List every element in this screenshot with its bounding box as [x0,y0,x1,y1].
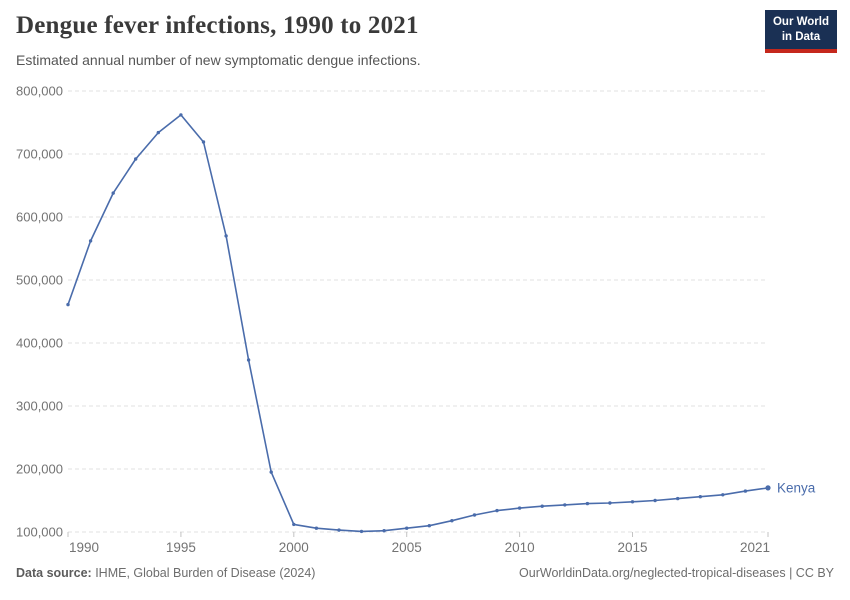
owid-logo-line2: in Data [781,30,821,43]
x-tick-label: 2000 [279,540,309,555]
data-point[interactable] [314,526,319,530]
data-source-text: IHME, Global Burden of Disease (2024) [91,566,316,580]
series-line-kenya[interactable] [67,114,769,533]
data-point[interactable] [517,506,522,510]
data-source: Data source: IHME, Global Burden of Dise… [16,566,315,580]
data-point[interactable] [472,513,477,517]
data-point[interactable] [134,157,138,161]
data-point[interactable] [765,485,771,491]
y-tick-label: 600,000 [16,210,63,225]
data-point[interactable] [427,524,431,528]
data-point[interactable] [450,519,454,523]
owid-logo-line1: Our World [772,16,829,28]
x-tick-label: 1990 [69,540,99,555]
y-tick-label: 800,000 [16,84,63,99]
data-source-label: Data source: [16,566,92,580]
data-point[interactable] [721,493,725,497]
data-point[interactable] [337,528,341,532]
x-tick-label: 1995 [166,540,196,555]
series-points[interactable] [66,113,771,534]
data-point[interactable] [585,501,590,506]
y-tick-label: 300,000 [16,399,63,414]
chart-subtitle: Estimated annual number of new symptomat… [16,52,421,68]
data-point[interactable] [246,358,251,362]
data-point[interactable] [653,498,657,503]
data-point[interactable] [111,191,115,195]
y-gridlines [68,90,768,533]
data-point[interactable] [201,140,206,144]
y-tick-label: 700,000 [16,147,63,162]
data-point[interactable] [495,508,499,513]
data-point[interactable] [359,529,364,534]
data-point[interactable] [66,302,70,307]
x-tick-label: 2021 [740,540,770,555]
y-axis-labels: 100,000 200,000 300,000 400,000 500,000 600,0… [16,84,63,540]
owid-logo[interactable]: Our World in Data [764,10,837,53]
data-point[interactable] [676,496,680,501]
y-tick-label: 500,000 [16,273,63,288]
data-point[interactable] [292,522,296,527]
data-point[interactable] [743,489,748,493]
x-tick-label: 2005 [392,540,422,555]
attribution-link[interactable]: OurWorldinData.org/neglected-tropical-di… [519,566,834,580]
chart-footer: Data source: IHME, Global Burden of Dise… [16,566,834,580]
data-point[interactable] [224,234,228,238]
y-tick-label: 100,000 [16,525,63,540]
data-point[interactable] [540,504,544,508]
data-point[interactable] [698,495,702,499]
x-axis-labels: 1990 1995 2000 2005 2010 2015 2021 [67,532,770,555]
data-point[interactable] [630,500,635,504]
data-point[interactable] [269,470,273,474]
page-title: Dengue fever infections, 1990 to 2021 [16,12,419,39]
x-tick-label: 2010 [505,540,535,555]
y-tick-label: 200,000 [16,462,63,477]
data-point[interactable] [608,501,612,505]
data-point[interactable] [382,529,386,533]
data-point[interactable] [179,113,183,117]
x-tick-label: 2015 [617,540,647,555]
data-point[interactable] [405,526,409,530]
series-end-label[interactable]: Kenya [777,480,816,495]
data-point[interactable] [563,503,567,507]
data-point[interactable] [156,130,160,135]
data-point[interactable] [88,239,93,243]
y-tick-label: 400,000 [16,336,63,351]
